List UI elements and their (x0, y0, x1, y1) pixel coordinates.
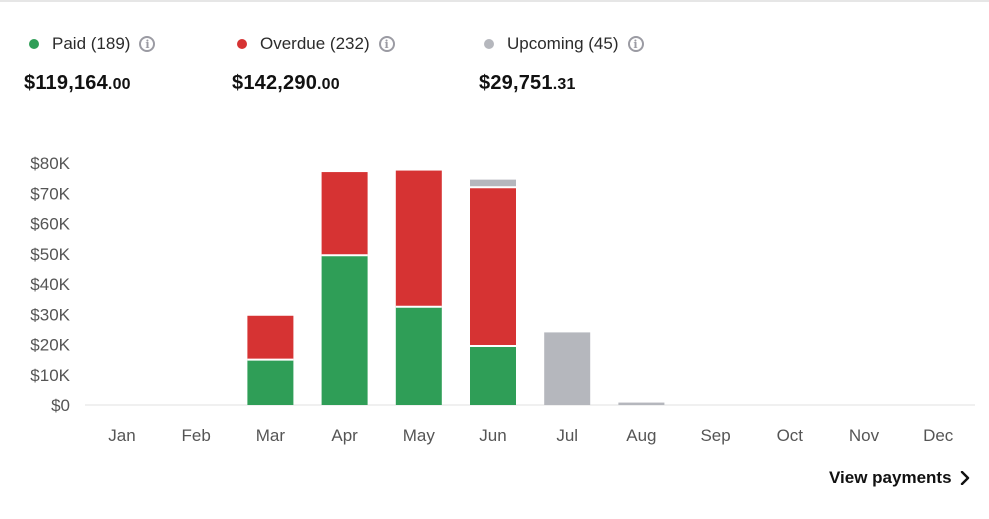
bar-paid-jun[interactable] (470, 346, 516, 405)
bar-upcoming-jul[interactable] (544, 332, 591, 405)
x-tick-label: Dec (923, 426, 954, 445)
paid-label: Paid (189) (52, 34, 131, 53)
top-divider (0, 0, 989, 2)
info-icon[interactable]: i (139, 36, 156, 52)
x-tick-label: Jan (108, 426, 135, 445)
bar-overdue-jun[interactable] (470, 187, 516, 347)
view-payments-link[interactable]: View payments (829, 468, 970, 488)
bar-paid-mar[interactable] (247, 359, 294, 405)
upcoming-summary: Upcoming (45) i $29,751.31 (479, 33, 644, 95)
x-tick-label: Jun (479, 426, 506, 445)
bar-paid-may[interactable] (395, 306, 442, 405)
overdue-label: Overdue (232) (260, 34, 370, 53)
paid-dot-icon (29, 39, 39, 49)
overdue-summary: Overdue (232) i $142,290.00 (232, 33, 395, 95)
payment-summary: Paid (189) i $119,164.00 Overdue (232) i… (0, 33, 989, 103)
y-tick-label: $80K (30, 154, 70, 173)
upcoming-amount: $29,751.31 (479, 72, 576, 94)
bar-upcoming-jun[interactable] (470, 179, 516, 188)
overdue-amount: $142,290.00 (232, 72, 340, 94)
x-tick-label: Apr (331, 426, 358, 445)
y-tick-label: $60K (30, 215, 70, 234)
chevron-right-icon (960, 471, 969, 485)
x-tick-label: Mar (256, 426, 286, 445)
x-tick-label: Oct (777, 426, 804, 445)
y-tick-label: $20K (30, 336, 70, 355)
bar-overdue-may[interactable] (395, 170, 442, 307)
y-tick-label: $30K (30, 305, 70, 324)
overdue-dot-icon (237, 39, 247, 49)
view-payments-label: View payments (829, 468, 952, 487)
x-tick-label: Nov (849, 426, 880, 445)
bar-paid-apr[interactable] (321, 255, 368, 405)
bar-overdue-apr[interactable] (321, 172, 368, 256)
payments-bar-chart: $0 $10K $20K $30K $40K $50K $60K $70K $80K Jan Feb… (30, 154, 975, 445)
x-tick-label: May (403, 426, 436, 445)
y-tick-label: $50K (30, 245, 70, 264)
info-icon[interactable]: i (378, 36, 395, 52)
bar-upcoming-aug[interactable] (618, 402, 665, 405)
x-tick-label: Feb (182, 426, 211, 445)
info-icon[interactable]: i (627, 36, 644, 52)
y-tick-label: $0 (51, 396, 70, 415)
y-tick-label: $10K (30, 366, 70, 385)
x-tick-label: Aug (626, 426, 656, 445)
upcoming-label: Upcoming (45) (507, 34, 619, 53)
x-tick-label: Sep (700, 426, 730, 445)
y-tick-label: $40K (30, 275, 70, 294)
paid-summary: Paid (189) i $119,164.00 (24, 33, 156, 95)
paid-amount: $119,164.00 (24, 72, 131, 94)
upcoming-dot-icon (484, 39, 494, 49)
x-tick-label: Jul (556, 426, 578, 445)
bar-overdue-mar[interactable] (247, 315, 294, 360)
y-tick-label: $70K (30, 184, 70, 203)
